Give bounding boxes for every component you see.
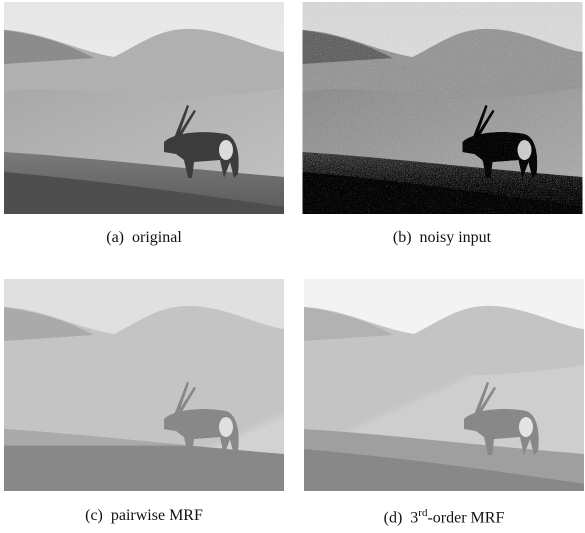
caption-text: -order MRF	[427, 509, 504, 526]
image-noisy	[302, 2, 583, 214]
image-pairwise	[4, 279, 284, 491]
caption-text: original	[132, 229, 182, 246]
image-third-order	[304, 279, 584, 491]
caption-label: (d)	[384, 509, 403, 526]
caption-text: pairwise MRF	[111, 507, 203, 524]
caption-label: (a)	[106, 229, 124, 246]
caption: (d) 3rd-order MRF	[304, 507, 584, 527]
caption: (b) noisy input	[302, 229, 582, 247]
image-original	[4, 2, 284, 214]
caption: (a) original	[4, 229, 284, 247]
caption: (c) pairwise MRF	[4, 507, 284, 525]
figure: (a) original (b) noisy input (c) pairwis…	[0, 0, 585, 533]
caption-label: (c)	[85, 507, 103, 524]
caption-text: noisy input	[420, 229, 492, 246]
caption-label: (b)	[393, 229, 412, 246]
